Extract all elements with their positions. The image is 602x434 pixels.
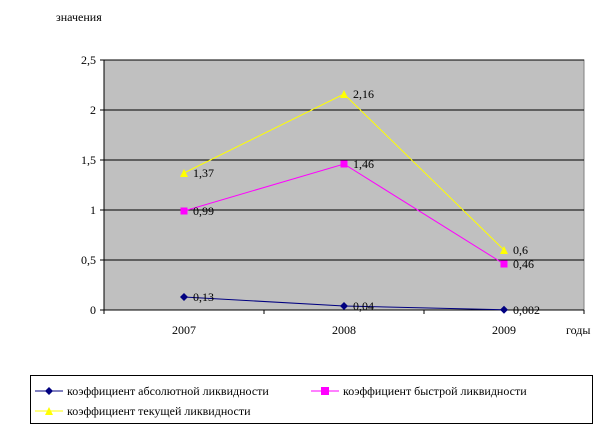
data-label: 0,6 [513, 243, 528, 257]
y-tick-label: 0,5 [81, 253, 96, 267]
data-point [500, 246, 508, 254]
y-tick-label: 1,5 [81, 153, 96, 167]
legend-item-quick: коэффициент быстрой ликвидности [311, 382, 527, 400]
y-tick-label: 0 [90, 303, 96, 317]
legend-label-absolute: коэффициент абсолютной ликвидности [67, 383, 269, 398]
x-tick-label: 2009 [492, 323, 516, 337]
x-axis-ticks: 2007 2008 2009 [103, 309, 585, 337]
legend-swatch-absolute [35, 385, 63, 397]
data-label: 1,46 [353, 157, 374, 171]
y-tick-label: 2,5 [81, 53, 96, 67]
data-label: 1,37 [193, 166, 214, 180]
y-tick-label: 2 [90, 103, 96, 117]
plot-area [103, 59, 585, 311]
data-point [500, 305, 508, 314]
data-point [340, 160, 348, 168]
chart-svg: значения 00,511,522,5 2007 2008 2009 0,130… [56, 10, 590, 337]
legend-swatch-current [35, 405, 63, 417]
data-point [500, 260, 508, 268]
series-1: 0,99 1,46 0,46 [180, 157, 534, 271]
data-point [180, 207, 188, 215]
data-point [180, 293, 188, 301]
data-point [180, 169, 188, 177]
data-label: 2,16 [353, 87, 374, 101]
data-point [340, 90, 348, 98]
legend-swatch-quick [311, 385, 339, 397]
series-2: 1,37 2,16 0,6 [180, 87, 528, 257]
data-label: 0,46 [513, 257, 534, 271]
legend-label-current: коэффициент текущей ликвидности [67, 403, 251, 418]
y-axis-title: значения [56, 10, 102, 24]
data-label: 0,13 [193, 290, 214, 304]
data-label: 0,002 [513, 303, 540, 317]
series-lines: 0,13 0,04 0,002 0,99 1,46 0,46 1,37 2,16 0,6 [180, 87, 540, 317]
data-point [340, 302, 348, 310]
y-tick-label: 1 [90, 203, 96, 217]
x-tick-label: 2008 [332, 323, 356, 337]
series-0: 0,13 0,04 0,002 [180, 290, 540, 317]
x-tick-label: 2007 [172, 323, 196, 337]
data-label: 0,99 [193, 204, 214, 218]
legend-item-current: коэффициент текущей ликвидности [35, 402, 251, 420]
x-axis-title: годы [566, 323, 590, 337]
legend-item-absolute: коэффициент абсолютной ликвидности [35, 382, 269, 400]
y-axis-ticks: 0 0,5 1 1,5 2 2,5 [81, 53, 105, 317]
legend: коэффициент абсолютной ликвидности коэфф… [30, 375, 593, 424]
legend-label-quick: коэффициент быстрой ликвидности [343, 383, 527, 398]
data-label: 0,04 [353, 299, 374, 313]
